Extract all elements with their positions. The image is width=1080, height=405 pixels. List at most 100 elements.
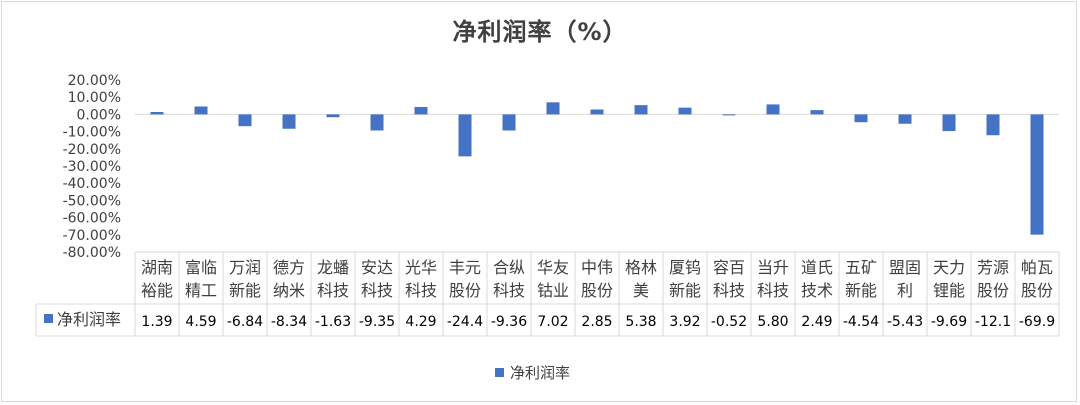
bar bbox=[326, 114, 340, 118]
category-label-line1: 天力 bbox=[933, 258, 965, 277]
table-value: -9.36 bbox=[491, 314, 527, 330]
category-label-line2: 新能 bbox=[845, 281, 877, 300]
category-label-line2: 美 bbox=[633, 281, 649, 300]
bar bbox=[678, 107, 692, 115]
category-label-line1: 芳源 bbox=[977, 258, 1009, 277]
y-tick-label: -50.00% bbox=[63, 193, 121, 209]
bar bbox=[590, 109, 604, 115]
table-value: 4.29 bbox=[405, 314, 436, 330]
legend-label: 净利润率 bbox=[510, 364, 570, 382]
category-label-line2: 科技 bbox=[317, 281, 349, 300]
category-label-line2: 科技 bbox=[493, 281, 525, 300]
bar bbox=[898, 114, 912, 124]
bar bbox=[458, 114, 472, 157]
category-label-line2: 精工 bbox=[185, 281, 217, 300]
category-label-line1: 当升 bbox=[757, 258, 789, 277]
y-tick-label: -30.00% bbox=[63, 159, 121, 175]
y-tick-label: -10.00% bbox=[63, 125, 121, 141]
legend-swatch bbox=[495, 368, 504, 377]
bar bbox=[942, 114, 956, 132]
category-label-line1: 盟固 bbox=[889, 258, 921, 277]
table-value: -5.43 bbox=[887, 314, 923, 330]
y-tick-label: -40.00% bbox=[63, 176, 121, 192]
category-label-line1: 华友 bbox=[537, 258, 569, 277]
y-tick-label: 10.00% bbox=[68, 90, 121, 106]
bar bbox=[502, 114, 516, 131]
category-label-line1: 中伟 bbox=[581, 258, 613, 277]
category-label-line1: 帕瓦 bbox=[1021, 258, 1053, 277]
category-label-line2: 钴业 bbox=[537, 281, 569, 300]
category-label-line1: 富临 bbox=[185, 258, 217, 277]
table-value: -9.69 bbox=[931, 314, 967, 330]
category-label-line2: 股份 bbox=[581, 281, 613, 300]
category-label-line1: 光华 bbox=[405, 258, 437, 277]
bar bbox=[854, 114, 868, 123]
y-tick-label: -70.00% bbox=[63, 228, 121, 244]
bar bbox=[546, 102, 560, 115]
y-tick-label: 20.00% bbox=[68, 73, 121, 89]
bar bbox=[194, 106, 208, 115]
category-label-line2: 股份 bbox=[1021, 281, 1053, 300]
table-value: 5.80 bbox=[757, 314, 788, 330]
table-value: -6.84 bbox=[227, 314, 263, 330]
category-label-line2: 新能 bbox=[669, 281, 701, 300]
table-value: 5.38 bbox=[625, 314, 656, 330]
category-label-line1: 湖南 bbox=[141, 258, 173, 277]
table-value: -69.9 bbox=[1019, 314, 1055, 330]
category-label-line2: 股份 bbox=[977, 281, 1009, 300]
table-value: 2.85 bbox=[581, 314, 612, 330]
table-value: -12.1 bbox=[975, 314, 1011, 330]
table-legend-swatch bbox=[44, 314, 53, 323]
category-label-line1: 容百 bbox=[713, 258, 745, 277]
bar bbox=[282, 114, 296, 129]
category-label-line1: 龙蟠 bbox=[317, 258, 349, 277]
bar bbox=[722, 114, 736, 116]
y-tick-label: -20.00% bbox=[63, 142, 121, 158]
y-tick-label: -60.00% bbox=[63, 211, 121, 227]
category-label-line2: 新能 bbox=[229, 281, 261, 300]
category-label-line1: 道氏 bbox=[801, 258, 833, 277]
bar bbox=[810, 110, 824, 115]
bar bbox=[370, 114, 384, 131]
category-label-line1: 合纵 bbox=[493, 258, 525, 277]
table-value: -0.52 bbox=[711, 314, 747, 330]
category-label-line2: 股份 bbox=[449, 281, 481, 300]
table-value: 3.92 bbox=[669, 314, 700, 330]
table-value: 7.02 bbox=[537, 314, 568, 330]
category-label-line2: 科技 bbox=[405, 281, 437, 300]
category-label-line2: 纳米 bbox=[273, 281, 305, 300]
y-tick-label: -80.00% bbox=[63, 245, 121, 261]
bar bbox=[634, 105, 648, 115]
bar bbox=[238, 114, 252, 127]
table-value: -4.54 bbox=[843, 314, 879, 330]
category-label-line2: 利 bbox=[897, 281, 913, 300]
category-label-line1: 德方 bbox=[273, 258, 305, 277]
table-value: -24.4 bbox=[447, 314, 483, 330]
table-value: -1.63 bbox=[315, 314, 351, 330]
category-label-line2: 科技 bbox=[713, 281, 745, 300]
bar bbox=[414, 107, 428, 115]
category-label-line1: 万润 bbox=[229, 258, 261, 277]
bar bbox=[766, 104, 780, 115]
chart-title: 净利润率（%） bbox=[452, 18, 628, 46]
category-label-line2: 科技 bbox=[361, 281, 393, 300]
table-value: -8.34 bbox=[271, 314, 307, 330]
table-value: 4.59 bbox=[185, 314, 216, 330]
category-label-line2: 裕能 bbox=[141, 281, 173, 300]
category-label-line2: 科技 bbox=[757, 281, 789, 300]
category-label-line1: 格林 bbox=[625, 258, 657, 277]
y-tick-label: 0.00% bbox=[77, 107, 121, 123]
bar bbox=[1030, 114, 1044, 235]
category-label-line2: 技术 bbox=[801, 281, 833, 300]
category-label-line1: 安达 bbox=[361, 258, 393, 277]
category-label-line1: 丰元 bbox=[449, 258, 481, 277]
category-label-line1: 厦钨 bbox=[669, 258, 701, 277]
category-label-line1: 五矿 bbox=[845, 258, 877, 277]
table-value: 2.49 bbox=[801, 314, 832, 330]
bar bbox=[986, 114, 1000, 136]
table-series-name: 净利润率 bbox=[57, 310, 121, 329]
category-label-line2: 锂能 bbox=[933, 281, 965, 300]
bar bbox=[150, 112, 164, 115]
